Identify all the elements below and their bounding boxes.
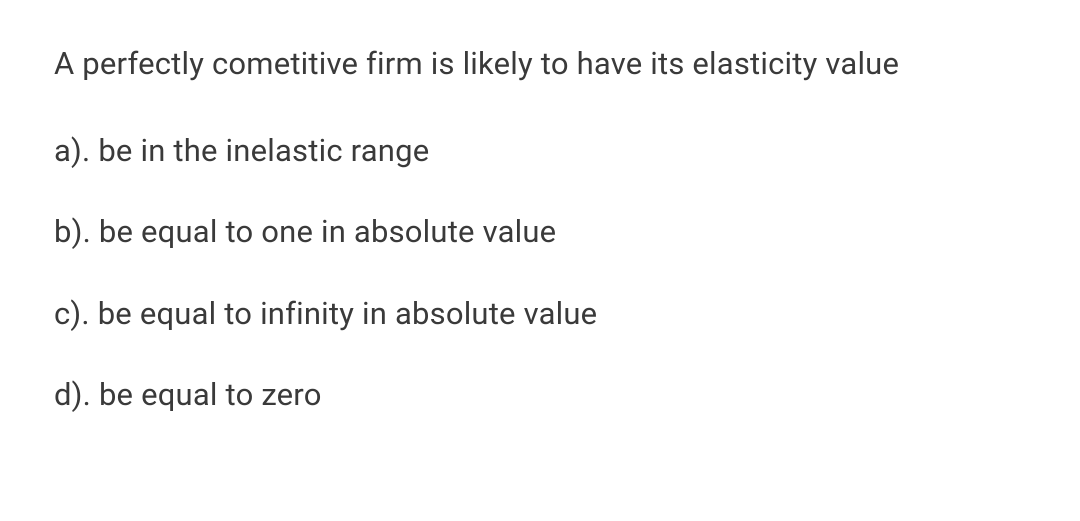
option-label: a).: [54, 132, 90, 169]
option-b: b). be equal to one in absolute value: [54, 210, 1026, 253]
question-text: A perfectly cometitive firm is likely to…: [54, 42, 1026, 87]
option-text: be equal to zero: [99, 376, 322, 413]
option-label: d).: [54, 376, 91, 413]
option-c: c). be equal to infinity in absolute val…: [54, 292, 1026, 335]
option-label: b).: [54, 213, 91, 250]
option-label: c).: [54, 295, 90, 332]
option-text: be equal to one in absolute value: [99, 213, 556, 250]
option-text: be equal to infinity in absolute value: [98, 295, 598, 332]
option-d: d). be equal to zero: [54, 373, 1026, 416]
option-a: a). be in the inelastic range: [54, 129, 1026, 172]
option-text: be in the inelastic range: [98, 132, 429, 169]
